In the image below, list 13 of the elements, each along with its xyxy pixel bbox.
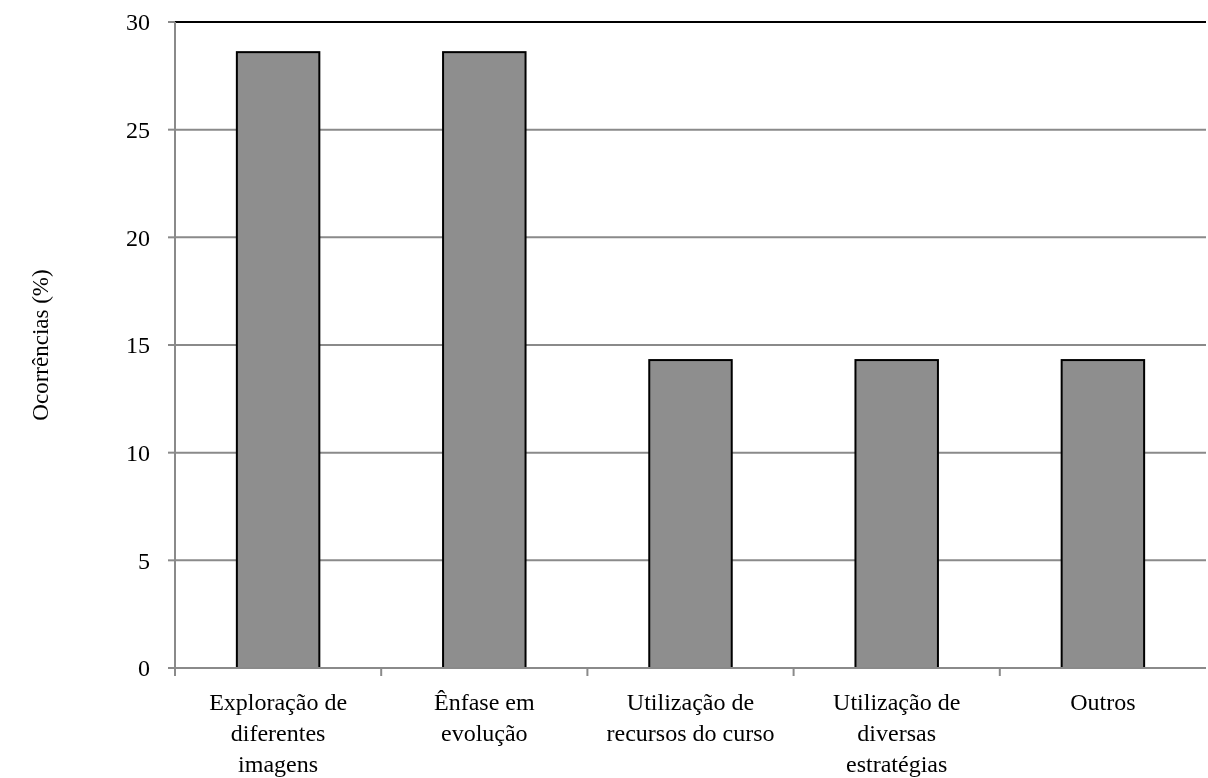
x-tick-label: Exploração de diferentes imagens <box>209 689 348 777</box>
x-tick-label: Outros <box>1070 689 1136 715</box>
x-tick-label: Utilização de recursos do curso <box>606 689 775 746</box>
y-axis-title: Ocorrências (%) <box>28 269 53 421</box>
y-tick-label: 25 <box>126 117 150 144</box>
y-tick-label: 0 <box>138 655 150 682</box>
y-tick-label: 15 <box>126 332 150 359</box>
y-tick-label: 10 <box>126 440 150 467</box>
y-tick-label: 5 <box>138 547 150 574</box>
y-tick-label: 30 <box>126 9 150 36</box>
y-tick-label: 20 <box>126 224 150 251</box>
x-tick-label: Utilização de diversas estratégias <box>833 689 961 777</box>
x-tick-label: Ênfase em evolução <box>433 689 535 746</box>
